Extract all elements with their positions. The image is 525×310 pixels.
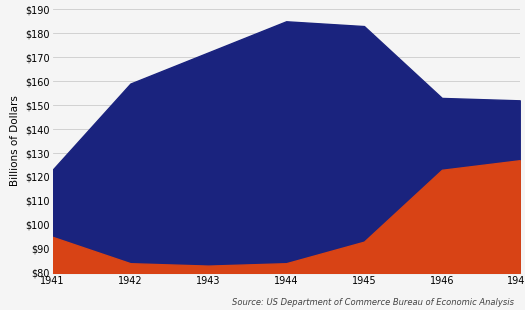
Y-axis label: Billions of Dollars: Billions of Dollars	[9, 95, 19, 187]
Text: Source: US Department of Commerce Bureau of Economic Analysis: Source: US Department of Commerce Bureau…	[233, 298, 514, 307]
